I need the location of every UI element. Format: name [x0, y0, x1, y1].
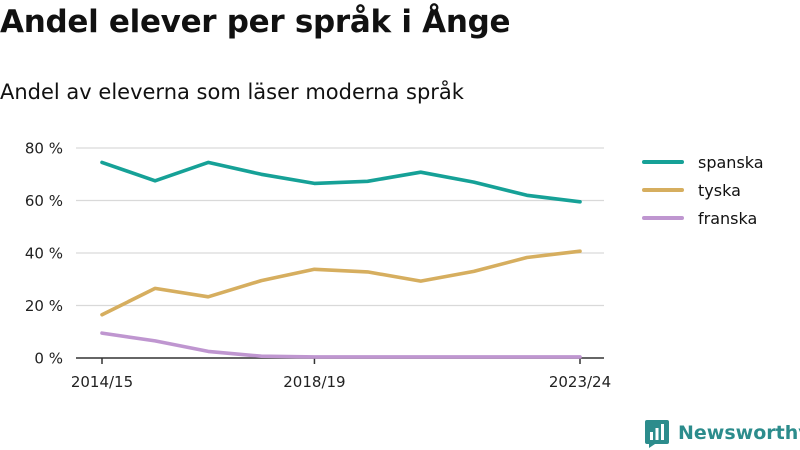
- series-lines: [100, 160, 582, 359]
- y-tick-label: 0 %: [34, 350, 63, 368]
- y-tick-label: 20 %: [25, 297, 63, 315]
- legend-swatch-franska: [642, 216, 684, 220]
- series-line-tyska: [100, 249, 582, 317]
- y-tick-label: 40 %: [25, 245, 63, 263]
- series-line-franska: [100, 331, 582, 359]
- legend-label-spanska: spanska: [698, 152, 764, 172]
- legend: spanska tyska franska: [642, 148, 764, 232]
- x-tick-label: 2014/15: [71, 373, 133, 391]
- legend-swatch-spanska: [642, 160, 684, 164]
- gridlines: [76, 147, 604, 307]
- x-tick-label: 2018/19: [283, 373, 345, 391]
- legend-swatch-tyska: [642, 188, 684, 192]
- chart-subtitle: Andel av eleverna som läser moderna språ…: [0, 80, 464, 104]
- y-axis-tick-labels: 0 % 20 % 40 % 60 % 80 %: [25, 140, 63, 368]
- x-axis: 2014/15 2018/19 2023/24: [71, 357, 611, 391]
- x-tick-label: 2023/24: [549, 373, 611, 391]
- newsworthy-logo-icon: [645, 420, 669, 448]
- legend-item-franska: franska: [642, 204, 764, 232]
- brand-logo[interactable]: Newsworthy: [645, 420, 800, 448]
- brand-name: Newsworthy: [678, 421, 800, 444]
- series-line-spanska: [100, 160, 582, 204]
- chart-title: Andel elever per språk i Ånge: [0, 4, 511, 40]
- y-tick-label: 60 %: [25, 192, 63, 210]
- y-tick-label: 80 %: [25, 140, 63, 158]
- legend-item-tyska: tyska: [642, 176, 764, 204]
- legend-item-spanska: spanska: [642, 148, 764, 176]
- legend-label-tyska: tyska: [698, 180, 741, 200]
- legend-label-franska: franska: [698, 208, 758, 228]
